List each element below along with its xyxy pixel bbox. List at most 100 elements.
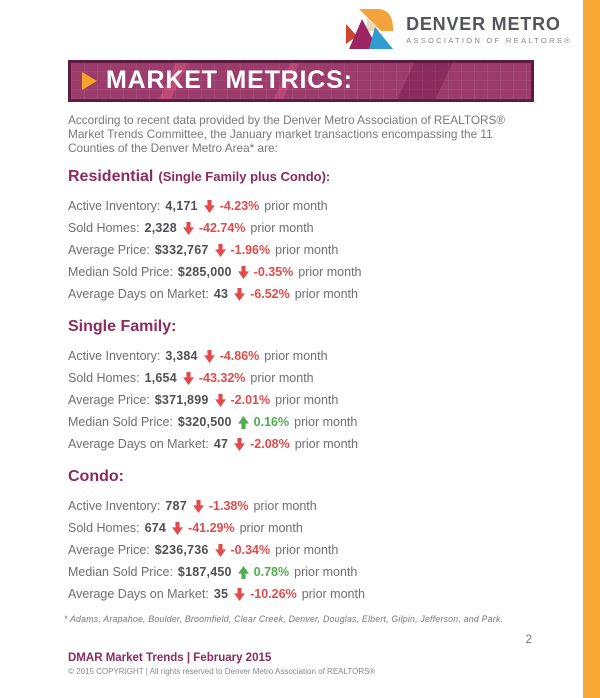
metric-change: -0.35%: [253, 265, 294, 280]
section-title: Condo:: [68, 468, 124, 486]
metric-label: Active Inventory:: [68, 499, 161, 514]
metric-change: -4.86%: [219, 349, 260, 364]
page-number: 2: [525, 634, 532, 646]
metric-change: -4.23%: [219, 199, 260, 214]
metric-label: Active Inventory:: [68, 199, 161, 214]
metric-label: Active Inventory:: [68, 349, 161, 364]
metric-suffix: prior month: [264, 349, 328, 364]
down-arrow-icon: [172, 521, 183, 535]
metric-label: Average Days on Market:: [68, 437, 209, 452]
section-heading: Single Family:: [68, 318, 600, 336]
section-title: Single Family:: [68, 318, 177, 336]
metric-value: 47: [213, 437, 229, 452]
metric-change: -1.96%: [230, 243, 271, 258]
section-title-suffix: (Single Family plus Condo):: [158, 169, 331, 185]
metric-change: -2.01%: [230, 393, 271, 408]
down-arrow-icon: [182, 221, 194, 235]
metric-change: -42.74%: [198, 221, 246, 236]
down-arrow-icon: [234, 437, 246, 451]
market-section: Residential (Single Family plus Condo): A…: [68, 168, 600, 305]
metric-value: 787: [165, 499, 187, 514]
metric-value: 3,384: [165, 349, 198, 364]
footer-title: DMAR Market Trends | February 2015: [68, 652, 272, 664]
intro-paragraph: According to recent data provided by the…: [68, 113, 506, 155]
metric-change: -2.08%: [250, 437, 290, 452]
header: DENVER METRO ASSOCIATION OF REALTORS®: [0, 0, 600, 53]
accent-bar: [583, 0, 600, 698]
metric-row: Average Price: $236,736 -0.34% prior mon…: [68, 539, 600, 561]
metric-value: $236,736: [154, 543, 209, 558]
metric-suffix: prior month: [294, 287, 358, 302]
metric-suffix: prior month: [294, 415, 358, 430]
metric-row: Sold Homes: 2,328 -42.74% prior month: [68, 217, 600, 239]
market-section: Condo: Active Inventory: 787 -1.38% prio…: [68, 468, 600, 605]
metric-list: Active Inventory: 787 -1.38% prior month…: [68, 495, 600, 605]
up-arrow-icon: [237, 565, 249, 579]
play-triangle-icon: [82, 72, 97, 90]
brand-name: DENVER METRO: [406, 14, 561, 34]
down-arrow-icon: [234, 587, 246, 601]
section-title: Residential: [68, 168, 154, 186]
metric-value: $285,000: [177, 265, 232, 280]
metric-change: -10.26%: [250, 587, 297, 602]
metric-label: Average Days on Market:: [68, 287, 209, 302]
down-arrow-icon: [182, 371, 194, 385]
brand-block: DENVER METRO ASSOCIATION OF REALTORS®: [406, 14, 572, 46]
metric-change: -1.38%: [208, 499, 249, 514]
metric-change: -41.29%: [188, 521, 235, 536]
metric-value: 674: [144, 521, 167, 536]
metric-value: $187,450: [177, 565, 232, 580]
market-section: Single Family: Active Inventory: 3,384 -…: [68, 318, 600, 455]
metric-suffix: prior month: [253, 499, 317, 514]
section-heading: Condo:: [68, 468, 600, 486]
brand-subtitle: ASSOCIATION OF REALTORS®: [406, 36, 572, 45]
section-heading: Residential (Single Family plus Condo):: [68, 168, 600, 186]
metric-change: 0.16%: [253, 415, 290, 430]
down-arrow-icon: [203, 349, 215, 363]
metric-label: Average Price:: [68, 543, 150, 558]
metric-change: -6.52%: [250, 287, 290, 302]
metric-label: Sold Homes:: [68, 371, 140, 386]
down-arrow-icon: [214, 543, 226, 557]
metric-suffix: prior month: [294, 565, 358, 580]
metric-value: 4,171: [165, 199, 198, 214]
metric-row: Average Days on Market: 47 -2.08% prior …: [68, 433, 600, 455]
metric-row: Median Sold Price: $187,450 0.78% prior …: [68, 561, 600, 583]
metric-value: 1,654: [144, 371, 177, 386]
metric-label: Median Sold Price:: [68, 265, 173, 280]
market-metrics-banner: MARKET METRICS:: [68, 60, 534, 102]
metric-suffix: prior month: [250, 371, 314, 386]
metric-row: Median Sold Price: $285,000 -0.35% prior…: [68, 261, 600, 283]
metric-value: 35: [213, 587, 229, 602]
metric-suffix: prior month: [294, 437, 358, 452]
metric-row: Average Days on Market: 43 -6.52% prior …: [68, 283, 600, 305]
metric-suffix: prior month: [275, 243, 339, 258]
metric-value: $371,899: [154, 393, 209, 408]
metric-label: Average Price:: [68, 243, 150, 258]
metric-row: Active Inventory: 3,384 -4.86% prior mon…: [68, 345, 600, 367]
metric-row: Active Inventory: 787 -1.38% prior month: [68, 495, 600, 517]
footer-copyright: © 2015 COPYRIGHT | All rights reserved t…: [68, 667, 376, 676]
metric-value: 43: [213, 287, 229, 302]
down-arrow-icon: [237, 265, 249, 279]
sections: Residential (Single Family plus Condo): A…: [0, 168, 600, 605]
down-arrow-icon: [203, 199, 215, 213]
down-arrow-icon: [192, 499, 204, 513]
metric-list: Active Inventory: 4,171 -4.23% prior mon…: [68, 195, 600, 305]
banner-title: MARKET METRICS:: [106, 65, 353, 94]
metric-suffix: prior month: [275, 393, 339, 408]
down-arrow-icon: [214, 243, 226, 257]
metric-value: 2,328: [144, 221, 177, 236]
up-arrow-icon: [237, 415, 249, 429]
down-arrow-icon: [214, 393, 226, 407]
metric-change: -0.34%: [230, 543, 271, 558]
metric-suffix: prior month: [239, 521, 303, 536]
metric-label: Sold Homes:: [68, 521, 140, 536]
metric-label: Median Sold Price:: [68, 415, 173, 430]
metric-suffix: prior month: [264, 199, 328, 214]
metric-suffix: prior month: [250, 221, 314, 236]
metric-value: $320,500: [177, 415, 232, 430]
metric-label: Average Days on Market:: [68, 587, 209, 602]
metric-change: 0.78%: [253, 565, 290, 580]
